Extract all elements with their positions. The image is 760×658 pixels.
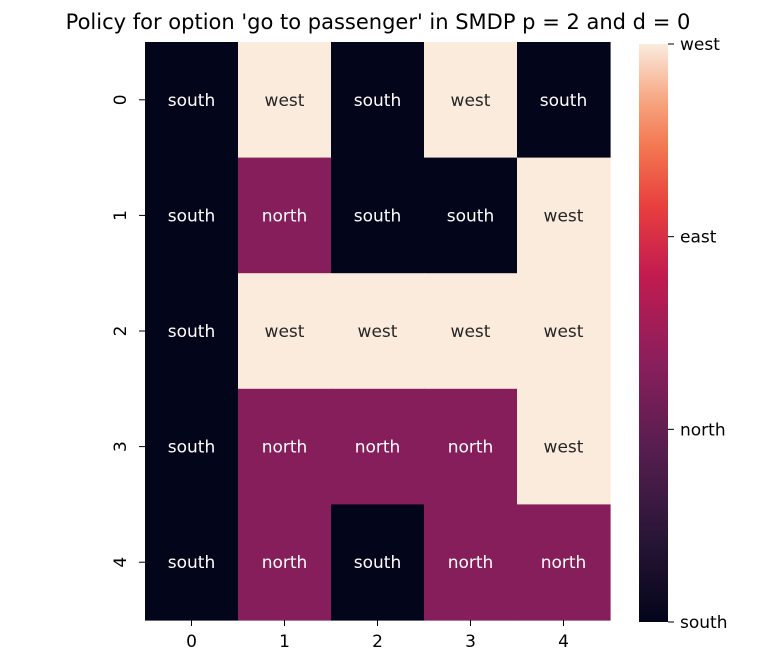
cell-label: south xyxy=(168,322,215,342)
heatmap-cell xyxy=(424,273,518,390)
colorbar-tick-label: south xyxy=(680,613,727,633)
cell-label: west xyxy=(544,206,584,226)
heatmap-cell xyxy=(517,504,611,621)
heatmap-cell xyxy=(424,157,518,274)
cell-label: north xyxy=(541,553,587,573)
heatmap-cell xyxy=(331,388,425,505)
cell-label: north xyxy=(355,438,401,458)
heatmap-cell xyxy=(424,504,518,621)
cell-label: north xyxy=(262,553,308,573)
cell-label: south xyxy=(168,553,215,573)
colorbar-tick-label: east xyxy=(680,228,717,248)
cell-label: west xyxy=(451,322,491,342)
heatmap-cell xyxy=(238,157,332,274)
cell-label: west xyxy=(265,91,305,111)
cell-label: south xyxy=(354,553,401,573)
cell-label: south xyxy=(168,91,215,111)
heatmap-cell xyxy=(331,157,425,274)
y-tick-label: 1 xyxy=(111,210,131,221)
heatmap-cell xyxy=(517,273,611,390)
heatmap-cell xyxy=(238,42,332,159)
y-tick-label: 2 xyxy=(111,326,131,337)
heatmap-cell xyxy=(517,388,611,505)
chart-title: Policy for option 'go to passenger' in S… xyxy=(66,10,691,34)
heatmap-cell xyxy=(331,273,425,390)
heatmap-cell xyxy=(238,504,332,621)
cell-label: north xyxy=(448,438,494,458)
heatmap-cell xyxy=(238,273,332,390)
heatmap-cell xyxy=(517,42,611,159)
cell-label: west xyxy=(544,438,584,458)
cell-label: south xyxy=(447,206,494,226)
heatmap-cell xyxy=(517,157,611,274)
y-tick-label: 0 xyxy=(111,94,131,105)
colorbar-gradient xyxy=(639,44,668,622)
x-tick-label: 2 xyxy=(372,632,383,652)
colorbar-tick-label: north xyxy=(680,420,726,440)
x-axis: 0 1 2 3 4 xyxy=(186,620,569,652)
heatmap-cell xyxy=(145,42,239,159)
cell-label: south xyxy=(540,91,587,111)
heatmap-cell xyxy=(424,388,518,505)
y-tick-label: 3 xyxy=(111,441,131,452)
cell-label: north xyxy=(448,553,494,573)
y-tick-label: 4 xyxy=(111,557,131,568)
heatmap-cell xyxy=(145,388,239,505)
heatmap-cell xyxy=(238,388,332,505)
heatmap-cell xyxy=(331,42,425,159)
cell-label: west xyxy=(544,322,584,342)
x-tick-label: 1 xyxy=(279,632,290,652)
cell-label: south xyxy=(354,206,401,226)
cell-label: south xyxy=(168,438,215,458)
heatmap-cell xyxy=(331,504,425,621)
colorbar: west east north south xyxy=(639,35,727,633)
cell-label: north xyxy=(262,206,308,226)
heatmap-cell xyxy=(145,273,239,390)
cell-label: west xyxy=(265,322,305,342)
colorbar-tick-label: west xyxy=(680,35,720,55)
cell-label: north xyxy=(262,438,308,458)
heatmap-cells: south west south west south south north south so… xyxy=(145,42,611,621)
cell-label: west xyxy=(358,322,398,342)
x-tick-label: 3 xyxy=(465,632,476,652)
heatmap-cell xyxy=(424,42,518,159)
x-tick-label: 0 xyxy=(186,632,197,652)
cell-label: south xyxy=(168,206,215,226)
cell-label: west xyxy=(451,91,491,111)
y-axis: 0 1 2 3 4 xyxy=(111,94,145,568)
heatmap-cell xyxy=(145,157,239,274)
cell-label: south xyxy=(354,91,401,111)
heatmap-cell xyxy=(145,504,239,621)
x-tick-label: 4 xyxy=(558,632,569,652)
